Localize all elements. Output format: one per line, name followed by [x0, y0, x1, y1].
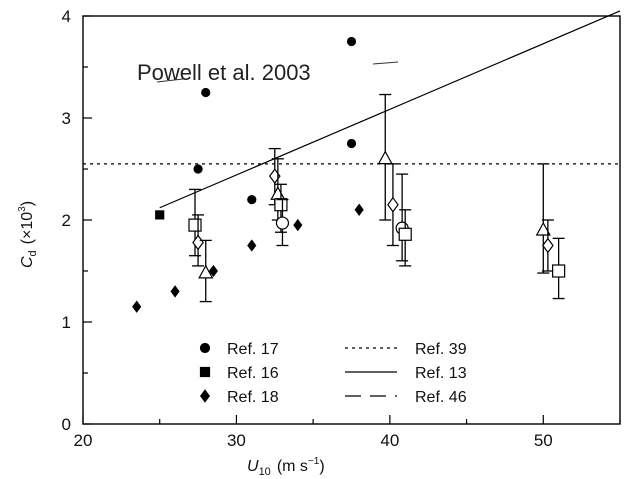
- legend-label-ref-39: Ref. 39: [415, 341, 467, 358]
- data-point-ref-16: [155, 210, 165, 220]
- plot-area: [83, 10, 621, 313]
- data-point-ref-18: [132, 300, 142, 313]
- annotation-underline-right: [372, 61, 399, 65]
- legend-label-ref-13: Ref. 13: [415, 365, 467, 382]
- data-point-square-open: [398, 227, 412, 241]
- legend-marker-ref-16: [199, 366, 211, 378]
- legend-marker-ref-17: [199, 342, 211, 354]
- x-tick-label: 50: [534, 431, 553, 450]
- y-tick-label: 4: [62, 7, 71, 26]
- data-point-triangle-open: [377, 150, 393, 165]
- data-point-circle-open: [275, 216, 290, 230]
- axes: 20 30 40 50 0 1 2 3 4: [62, 7, 621, 450]
- y-axis-label: Cd(×103): [17, 201, 39, 268]
- data-point-square-open: [552, 264, 566, 278]
- data-point-ref-17: [346, 138, 357, 149]
- data-point-square-open: [274, 198, 288, 212]
- legend-label-ref-46: Ref. 46: [415, 389, 467, 406]
- data-point-ref-18: [247, 239, 257, 252]
- data-point-triangle-open: [535, 221, 551, 236]
- data-point-ref-18: [170, 285, 180, 298]
- legend-label-ref-18: Ref. 18: [227, 389, 279, 406]
- legend-label-ref-16: Ref. 16: [227, 365, 279, 382]
- data-point-diamond-open: [542, 237, 554, 254]
- legend-label-ref-17: Ref. 17: [227, 341, 279, 358]
- data-point-ref-18: [354, 203, 364, 216]
- legend-marker-ref-18: [200, 389, 210, 403]
- y-tick-label: 3: [62, 109, 71, 128]
- annotation-underline-left: [156, 78, 184, 83]
- data-point-ref-17: [193, 164, 203, 174]
- data-point-square-open: [188, 218, 202, 232]
- data-point-triangle-open: [198, 264, 214, 279]
- data-point-diamond-open: [387, 196, 399, 213]
- x-tick-label: 30: [227, 431, 246, 450]
- y-tick-label: 0: [62, 415, 71, 434]
- data-point-ref-18: [293, 218, 303, 232]
- data-point-ref-17: [346, 36, 357, 47]
- data-point-ref-18: [208, 264, 218, 278]
- x-tick-label: 40: [380, 431, 399, 450]
- legend: Ref. 17 Ref. 16 Ref. 18 Ref. 39 Ref. 13 Ref. …: [199, 341, 467, 406]
- x-axis-label: U10 (m s−1): [247, 456, 325, 478]
- x-tick-label: 20: [74, 431, 93, 450]
- series-line-ref-13: [159, 10, 621, 209]
- y-tick-label: 1: [62, 313, 71, 332]
- y-tick-label: 2: [62, 211, 71, 230]
- data-point-ref-17: [247, 195, 257, 205]
- data-point-ref-17: [201, 87, 211, 98]
